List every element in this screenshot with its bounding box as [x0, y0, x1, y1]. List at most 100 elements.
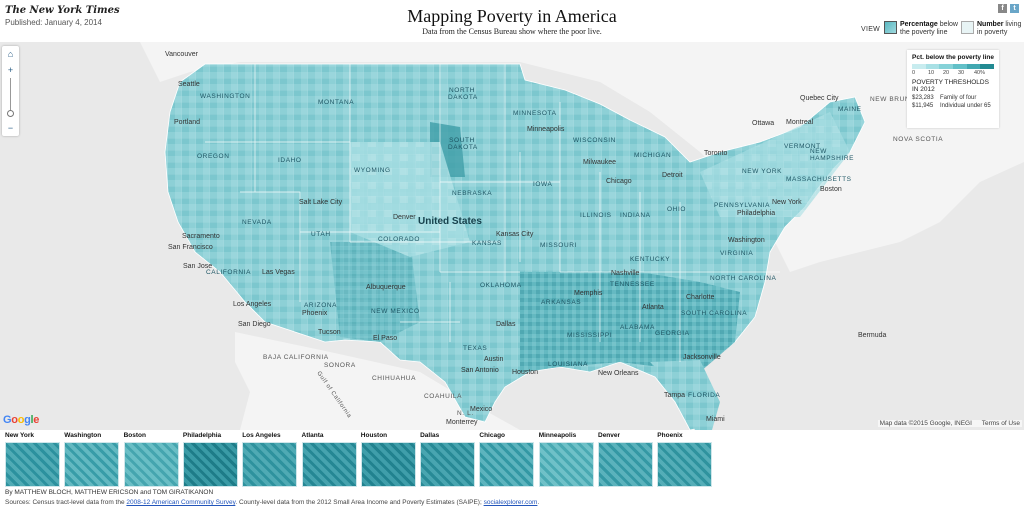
sources-suffix: . — [537, 499, 540, 506]
city-thumbnail[interactable]: Phoenix — [657, 432, 713, 487]
city-label: Sacramento — [182, 233, 220, 240]
legend-swatch — [953, 64, 967, 69]
city-thumbnail[interactable]: Houston — [360, 432, 416, 487]
view-percentage-toggle[interactable]: Percentage below the poverty line — [884, 21, 958, 37]
poverty-map[interactable]: NEW BRUNSWICK NOVA SCOTIA BAJA CALIFORNI… — [0, 42, 1024, 430]
city-label: New York — [772, 199, 802, 206]
state-label: FLORIDA — [688, 392, 721, 399]
view-number-bold: Number — [977, 21, 1004, 28]
zoom-control: ⌂ + − — [2, 46, 19, 136]
view-percentage-rest2: the poverty line — [900, 29, 948, 36]
terms-of-use-link[interactable]: Terms of Use — [981, 420, 1020, 427]
city-thumbnail[interactable]: Minneapolis — [538, 432, 594, 487]
sources-prefix: Sources: Census tract-level data from th… — [5, 499, 127, 506]
view-percentage-bold: Percentage — [900, 21, 938, 28]
state-label: INDIANA — [620, 212, 651, 219]
state-label: ALABAMA — [620, 324, 655, 331]
city-thumbnail[interactable]: Atlanta — [301, 432, 357, 487]
threshold-label: Individual under 65 — [940, 103, 991, 109]
label-chihuahua: CHIHUAHUA — [372, 375, 417, 382]
legend-title: Pct. below the poverty line — [912, 54, 994, 61]
zoom-in-button[interactable]: + — [7, 65, 14, 75]
view-number-toggle[interactable]: Number living in poverty — [961, 21, 1021, 37]
state-label: OREGON — [197, 153, 230, 160]
home-icon[interactable]: ⌂ — [7, 49, 14, 59]
map-attribution: Map data ©2015 Google, INEGI Terms of Us… — [877, 420, 1022, 427]
label-nuevo-leon: N. L. — [457, 410, 474, 417]
legend-tick: 40% — [974, 70, 986, 76]
city-label: Seattle — [178, 81, 200, 88]
byline: By MATTHEW BLOCH, MATTHEW ERICSON and TO… — [5, 489, 214, 496]
city-thumbnail-label: Washington — [64, 432, 102, 439]
state-label: NEBRASKA — [452, 190, 493, 197]
zoom-slider-track[interactable] — [10, 78, 11, 112]
city-label: Monterrey — [446, 419, 478, 426]
publish-date: Published: January 4, 2014 — [5, 18, 102, 27]
state-label: MINNESOTA — [513, 110, 557, 117]
city-thumbnail-label: New York — [5, 432, 35, 439]
city-label: Bermuda — [858, 332, 887, 339]
legend-tick: 30 — [958, 70, 965, 76]
city-label: San Francisco — [168, 244, 213, 251]
acs-link[interactable]: 2008-12 American Community Survey — [126, 499, 236, 506]
city-thumbnail[interactable]: Boston — [123, 432, 179, 487]
socialexplorer-link[interactable]: socialexplorer.com — [483, 499, 538, 506]
legend-tick: 0 — [912, 70, 916, 76]
sources-middle: . County-level data from the 2012 Small … — [235, 499, 484, 506]
threshold-row: $11,945 Individual under 65 — [912, 103, 994, 109]
city-label: El Paso — [373, 335, 398, 342]
threshold-amount: $23,283 — [912, 95, 934, 101]
facebook-icon[interactable]: f — [998, 4, 1007, 13]
city-label: Mexico — [470, 406, 493, 413]
twitter-icon[interactable]: t — [1010, 4, 1019, 13]
zoom-slider-handle[interactable] — [7, 110, 14, 117]
city-thumbnail-label: Minneapolis — [538, 432, 577, 439]
state-label: ARKANSAS — [541, 299, 582, 306]
state-label: CALIFORNIA — [206, 269, 252, 276]
city-thumbnail-label: Phoenix — [657, 432, 683, 439]
city-thumbnail[interactable]: Dallas — [420, 432, 476, 487]
city-label: Washington — [728, 237, 765, 244]
city-thumbnail[interactable]: Denver — [598, 432, 653, 487]
state-label: NEW YORK — [742, 168, 783, 175]
city-label: New Orleans — [598, 370, 639, 377]
city-label: Kansas City — [496, 231, 534, 238]
masthead-logo[interactable]: The New York Times — [5, 5, 120, 16]
thresholds-title: POVERTY THRESHOLDS IN 2012 — [912, 79, 989, 93]
state-label: OKLAHOMA — [480, 282, 522, 289]
city-thumbnail[interactable]: Los Angeles — [242, 432, 298, 487]
legend-tick: 20 — [943, 70, 950, 76]
view-number-rest: living — [1003, 21, 1022, 28]
city-thumbnail[interactable]: Washington — [64, 432, 120, 487]
city-label: San Jose — [183, 263, 213, 270]
label-sonora: SONORA — [324, 362, 356, 369]
city-label: Tampa — [664, 392, 686, 399]
label-new-brunswick: NEW BRUNSWICK — [870, 96, 935, 103]
city-label: Milwaukee — [583, 159, 617, 166]
zoom-out-button[interactable]: − — [7, 123, 14, 133]
city-thumbnail-label: Los Angeles — [242, 432, 281, 439]
state-label: MONTANA — [318, 99, 355, 106]
state-label: NEVADA — [242, 219, 272, 226]
state-label: VIRGINIA — [720, 250, 754, 257]
mexico-land — [235, 332, 520, 430]
city-thumbnail[interactable]: New York — [5, 432, 60, 487]
google-logo[interactable]: Google — [3, 414, 40, 426]
page-title: Mapping Poverty in America — [407, 6, 617, 26]
state-label: COLORADO — [378, 236, 421, 243]
map-canvas[interactable] — [0, 42, 1024, 430]
city-thumbnail[interactable]: Chicago — [479, 432, 535, 487]
threshold-amount: $11,945 — [912, 103, 934, 109]
city-label: Chicago — [606, 178, 632, 185]
state-label: OHIO — [667, 206, 687, 213]
view-label: VIEW — [861, 26, 881, 33]
florida[interactable] — [650, 360, 720, 430]
state-label: SOUTH CAROLINA — [681, 310, 748, 317]
city-label: Albuquerque — [366, 284, 406, 291]
city-thumbnail-label: Houston — [360, 432, 388, 439]
state-label: GEORGIA — [655, 330, 690, 337]
state-label: NEW MEXICO — [371, 308, 420, 315]
city-thumbnail[interactable]: Philadelphia — [182, 432, 238, 487]
legend-color-scale — [912, 64, 995, 69]
southwest-high-poverty — [330, 242, 420, 342]
